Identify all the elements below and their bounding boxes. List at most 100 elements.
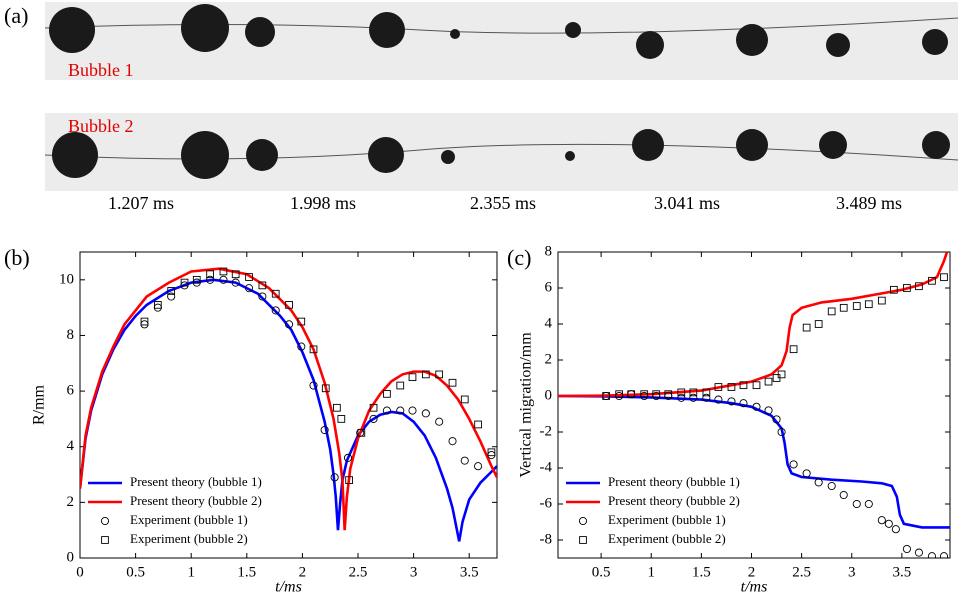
x-tick-label: 3	[410, 564, 418, 580]
y-tick-label: 10	[59, 271, 74, 287]
data-point	[777, 427, 786, 437]
data-point	[940, 273, 948, 282]
data-point	[689, 393, 698, 402]
bubble-image	[565, 151, 575, 161]
time-label: 1.207 ms	[108, 193, 174, 213]
photo-strip	[45, 2, 958, 80]
data-point	[180, 278, 189, 287]
bubble-image	[450, 29, 460, 39]
legend-swatch	[101, 536, 109, 544]
x-tick-label: 2	[299, 564, 307, 580]
x-axis-label: t/ms	[741, 579, 768, 596]
data-point	[408, 406, 417, 415]
data-point	[827, 307, 836, 316]
data-point	[915, 282, 923, 291]
data-point	[789, 460, 798, 469]
data-point	[297, 317, 306, 326]
data-point	[927, 552, 937, 558]
y-tick-label: -2	[540, 423, 553, 439]
data-point	[652, 390, 661, 399]
data-point	[764, 377, 773, 386]
legend-label: Present theory (bubble 2)	[130, 493, 262, 508]
bubble-image	[49, 7, 95, 53]
bubble-image	[369, 12, 405, 48]
data-point	[772, 415, 781, 424]
line-series	[80, 278, 497, 542]
data-point	[337, 415, 346, 423]
data-point	[487, 448, 496, 457]
data-point	[396, 406, 405, 415]
data-point	[383, 390, 391, 398]
data-point	[877, 296, 886, 305]
data-point	[903, 284, 911, 292]
data-point	[460, 456, 469, 465]
y-tick-label: 6	[67, 383, 75, 399]
photo-strips	[44, 2, 959, 191]
bubble-image	[922, 131, 950, 159]
data-point	[752, 402, 761, 411]
data-point	[271, 289, 280, 298]
data-point	[615, 390, 624, 399]
data-point	[244, 284, 254, 293]
data-point	[320, 425, 329, 435]
data-point	[739, 399, 748, 408]
data-point	[192, 275, 201, 284]
data-point	[689, 388, 698, 397]
line-series	[558, 394, 950, 529]
data-point	[231, 278, 240, 287]
legend-label: Present theory (bubble 1)	[130, 474, 262, 489]
data-point	[448, 437, 457, 446]
bubble-image	[819, 131, 847, 159]
bubble-image	[736, 24, 768, 56]
data-point	[852, 302, 861, 310]
y-tick-label: 0	[545, 387, 553, 403]
data-point	[864, 300, 873, 309]
wire	[44, 17, 959, 34]
data-point	[285, 320, 294, 329]
legend-label: Experiment (bubble 2)	[130, 531, 248, 546]
legend-swatch	[578, 516, 588, 526]
data-point	[714, 395, 723, 404]
data-point	[727, 383, 736, 391]
axes-box	[557, 251, 951, 559]
data-point	[891, 525, 900, 534]
data-point	[345, 476, 353, 484]
data-point	[357, 428, 366, 437]
data-point	[727, 397, 736, 406]
data-point	[914, 548, 923, 557]
data-point	[140, 317, 149, 326]
data-point	[421, 370, 430, 379]
data-point	[487, 451, 496, 460]
data-point	[140, 320, 149, 329]
data-point	[382, 406, 391, 415]
panel-label: (b)	[4, 245, 30, 270]
data-point	[330, 473, 339, 482]
x-tick-label: 1	[647, 564, 655, 580]
data-point	[474, 420, 482, 429]
x-tick-label: 0.5	[592, 564, 611, 580]
y-tick-label: 4	[67, 438, 75, 454]
data-point	[321, 384, 330, 393]
bubble-image	[52, 132, 98, 178]
data-point	[664, 390, 673, 399]
y-tick-label: 4	[545, 315, 553, 331]
data-point	[627, 390, 636, 399]
data-point	[153, 303, 162, 312]
time-label: 3.041 ms	[654, 193, 720, 213]
data-point	[219, 275, 228, 284]
data-point	[752, 381, 761, 390]
data-point	[258, 281, 267, 290]
data-point	[764, 406, 773, 415]
x-tick-label: 3.5	[460, 564, 479, 580]
data-point	[839, 303, 848, 312]
data-point	[884, 519, 893, 528]
data-point	[460, 395, 469, 404]
data-point	[789, 345, 798, 354]
data-point	[297, 342, 306, 351]
y-axis-label: R/mm	[31, 384, 48, 425]
y-axis-label: Vertical migration/mm	[518, 332, 535, 478]
data-point	[474, 462, 483, 471]
x-tick-label: 3	[848, 564, 856, 580]
bubble-image	[636, 31, 664, 59]
data-point	[902, 544, 911, 554]
